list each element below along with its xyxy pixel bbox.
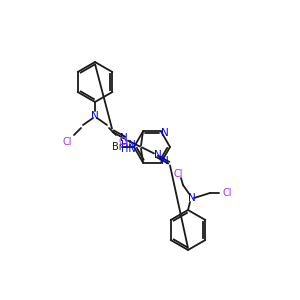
Text: N: N <box>91 111 99 121</box>
Text: N: N <box>154 150 162 161</box>
Text: HN: HN <box>121 144 136 154</box>
Text: Cl: Cl <box>222 188 232 198</box>
Text: N: N <box>161 156 169 166</box>
Text: Cl: Cl <box>173 169 183 179</box>
Text: Cl: Cl <box>62 137 72 147</box>
Text: Br: Br <box>112 142 122 152</box>
Text: N: N <box>161 128 169 138</box>
Text: Cl: Cl <box>118 137 128 147</box>
Text: N: N <box>120 133 128 142</box>
Text: N: N <box>188 193 196 203</box>
Text: HN: HN <box>121 140 136 150</box>
